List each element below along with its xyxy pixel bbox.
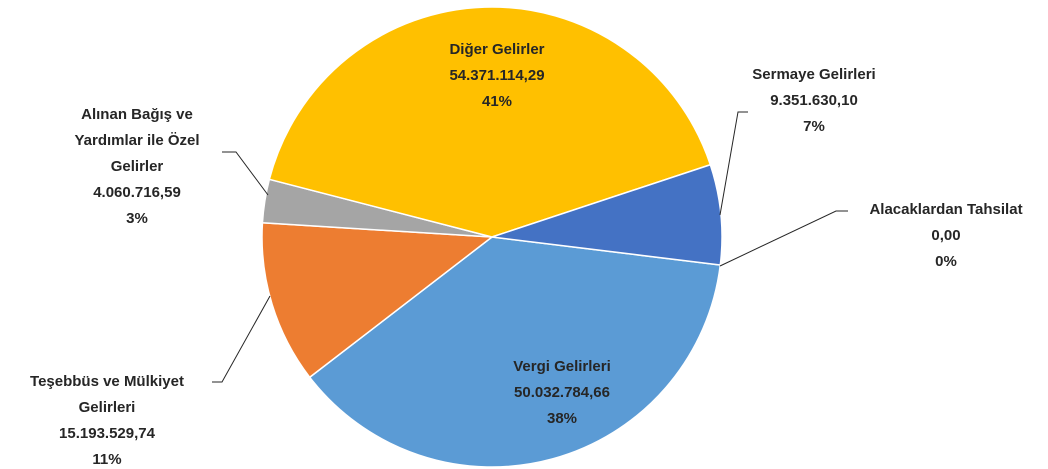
label-value: 4.060.716,59 (93, 184, 181, 201)
data-label: Diğer Gelirler 54.371.114,29 41% (397, 37, 597, 115)
label-name: Alınan Bağış ve Yardımlar ile Özel Gelir… (74, 106, 200, 175)
pie-slice (261, 222, 495, 379)
pie-slice (491, 163, 723, 266)
leader-line (719, 210, 848, 267)
label-name: Sermaye Gelirleri (752, 66, 876, 83)
label-name: Vergi Gelirleri (513, 358, 611, 375)
label-name: Alacaklardan Tahsilat (869, 201, 1023, 218)
pie-slice (268, 6, 712, 238)
data-label: Alınan Bağış ve Yardımlar ile Özel Gelir… (52, 102, 222, 232)
label-value: 0,00 (931, 227, 961, 244)
label-percent: 41% (481, 93, 513, 110)
data-label: Sermaye Gelirleri 9.351.630,10 7% (714, 62, 914, 140)
label-value: 54.371.114,29 (449, 67, 545, 84)
label-value: 9.351.630,10 (770, 92, 858, 109)
leader-line (222, 151, 269, 196)
leader-line (212, 295, 271, 383)
slices (261, 6, 723, 468)
label-name: Diğer Gelirler (449, 41, 545, 58)
data-label: Vergi Gelirleri 50.032.784,66 38% (462, 354, 662, 432)
label-value: 50.032.784,66 (514, 384, 610, 401)
label-percent: 7% (803, 118, 825, 135)
label-percent: 11% (92, 451, 122, 468)
label-name: Teşebbüs ve Mülkiyet Gelirleri (30, 373, 184, 416)
label-percent: 3% (126, 210, 148, 227)
leader-line (719, 111, 748, 216)
pie-slice (308, 236, 722, 468)
label-percent: 0% (935, 253, 957, 270)
data-label: Alacaklardan Tahsilat 0,00 0% (846, 197, 1046, 275)
label-percent: 38% (546, 410, 578, 427)
label-value: 15.193.529,74 (59, 425, 155, 442)
data-label: Teşebbüs ve Mülkiyet Gelirleri 15.193.529… (2, 369, 212, 469)
